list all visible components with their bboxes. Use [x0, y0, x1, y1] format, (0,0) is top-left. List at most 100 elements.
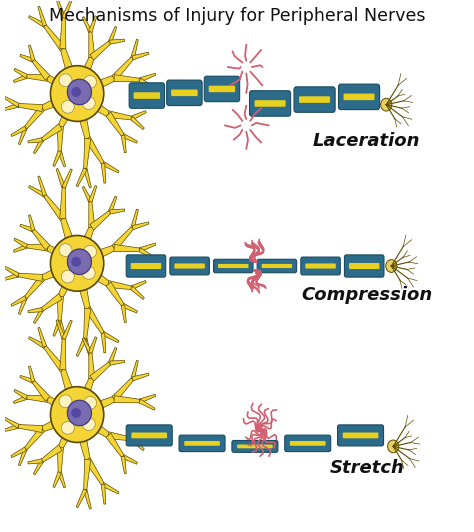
- FancyBboxPatch shape: [167, 80, 202, 105]
- Ellipse shape: [72, 88, 81, 96]
- FancyBboxPatch shape: [285, 435, 331, 452]
- Ellipse shape: [61, 270, 74, 283]
- Polygon shape: [114, 244, 140, 252]
- FancyBboxPatch shape: [349, 263, 379, 269]
- Polygon shape: [110, 39, 125, 44]
- Polygon shape: [74, 259, 109, 287]
- Polygon shape: [14, 238, 27, 248]
- Polygon shape: [131, 280, 146, 290]
- FancyBboxPatch shape: [170, 257, 210, 275]
- Polygon shape: [102, 483, 119, 494]
- Polygon shape: [27, 395, 48, 402]
- FancyBboxPatch shape: [262, 264, 292, 268]
- Polygon shape: [56, 0, 65, 19]
- Polygon shape: [101, 163, 106, 183]
- Polygon shape: [28, 459, 42, 464]
- Polygon shape: [46, 245, 79, 269]
- Polygon shape: [89, 201, 95, 228]
- Polygon shape: [139, 399, 155, 410]
- Polygon shape: [38, 327, 46, 347]
- Polygon shape: [44, 24, 65, 51]
- Polygon shape: [109, 27, 117, 43]
- Polygon shape: [139, 394, 156, 403]
- Polygon shape: [4, 96, 19, 107]
- Polygon shape: [44, 345, 65, 372]
- Polygon shape: [109, 347, 117, 364]
- FancyBboxPatch shape: [171, 89, 198, 96]
- Ellipse shape: [82, 97, 95, 110]
- Polygon shape: [82, 186, 92, 203]
- FancyBboxPatch shape: [299, 96, 330, 103]
- Polygon shape: [20, 376, 34, 384]
- Polygon shape: [89, 353, 95, 379]
- Ellipse shape: [67, 79, 91, 105]
- Polygon shape: [75, 76, 115, 99]
- Polygon shape: [34, 309, 44, 323]
- Polygon shape: [20, 54, 34, 62]
- Polygon shape: [90, 362, 111, 381]
- Polygon shape: [90, 211, 111, 230]
- FancyBboxPatch shape: [209, 86, 235, 92]
- Polygon shape: [32, 380, 50, 401]
- Ellipse shape: [59, 395, 72, 408]
- Polygon shape: [72, 262, 90, 309]
- FancyBboxPatch shape: [294, 87, 335, 112]
- Ellipse shape: [83, 245, 97, 258]
- Polygon shape: [32, 59, 50, 80]
- Polygon shape: [58, 412, 82, 449]
- Polygon shape: [27, 74, 48, 81]
- Polygon shape: [28, 366, 35, 382]
- Polygon shape: [74, 88, 109, 117]
- Polygon shape: [24, 106, 45, 129]
- Polygon shape: [4, 417, 19, 428]
- FancyBboxPatch shape: [343, 433, 378, 438]
- Polygon shape: [56, 169, 65, 188]
- Ellipse shape: [67, 249, 91, 275]
- Polygon shape: [11, 126, 26, 137]
- Polygon shape: [139, 78, 155, 89]
- Polygon shape: [130, 117, 144, 130]
- Polygon shape: [108, 432, 132, 441]
- Polygon shape: [46, 396, 79, 420]
- Polygon shape: [58, 472, 65, 488]
- Polygon shape: [130, 437, 144, 451]
- Polygon shape: [53, 151, 61, 167]
- FancyBboxPatch shape: [131, 433, 167, 438]
- Polygon shape: [89, 186, 97, 202]
- Polygon shape: [58, 151, 65, 167]
- Polygon shape: [132, 52, 149, 60]
- Polygon shape: [131, 39, 138, 59]
- FancyBboxPatch shape: [337, 425, 383, 446]
- Polygon shape: [41, 445, 62, 462]
- Polygon shape: [28, 337, 46, 348]
- Polygon shape: [41, 123, 62, 142]
- Ellipse shape: [59, 244, 72, 256]
- FancyBboxPatch shape: [184, 441, 220, 446]
- Polygon shape: [61, 369, 82, 417]
- Polygon shape: [108, 280, 132, 289]
- Polygon shape: [32, 229, 50, 250]
- Polygon shape: [132, 222, 149, 230]
- Polygon shape: [34, 139, 44, 154]
- Polygon shape: [102, 162, 119, 173]
- Polygon shape: [131, 209, 138, 228]
- Polygon shape: [18, 448, 27, 466]
- Polygon shape: [82, 338, 92, 354]
- FancyBboxPatch shape: [232, 440, 278, 452]
- Polygon shape: [27, 244, 48, 251]
- Polygon shape: [58, 320, 65, 337]
- Polygon shape: [139, 243, 156, 252]
- Polygon shape: [84, 459, 91, 490]
- Ellipse shape: [59, 74, 72, 87]
- Polygon shape: [101, 333, 106, 353]
- Polygon shape: [84, 308, 91, 339]
- Polygon shape: [38, 6, 46, 26]
- Polygon shape: [57, 447, 64, 472]
- Polygon shape: [112, 227, 134, 251]
- Polygon shape: [14, 69, 27, 78]
- Polygon shape: [76, 489, 87, 508]
- Ellipse shape: [72, 409, 81, 417]
- Polygon shape: [110, 209, 125, 214]
- Ellipse shape: [83, 396, 97, 409]
- Polygon shape: [56, 320, 65, 339]
